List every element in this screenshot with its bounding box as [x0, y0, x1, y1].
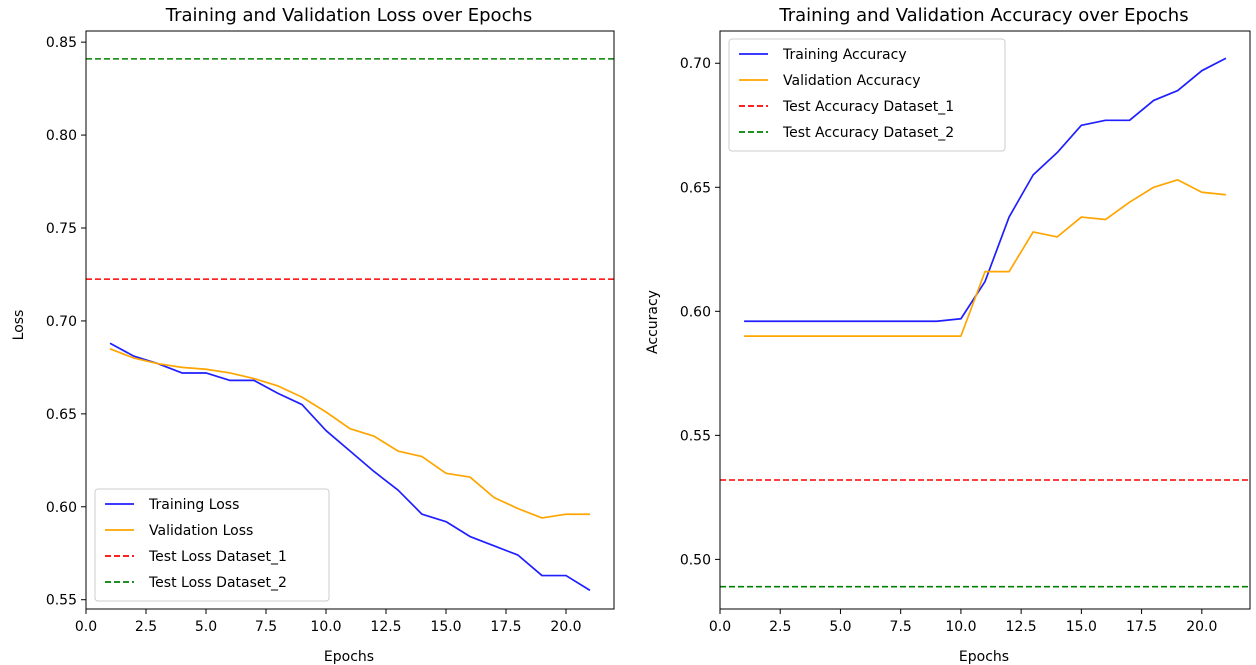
accuracy-legend: Training Accuracy Validation Accuracy Test…	[728, 38, 1006, 152]
loss-y-tick-label: 0.55	[46, 593, 77, 609]
loss-x-tick-label: 2.5	[135, 619, 157, 635]
accuracy-x-tick-label: 7.5	[890, 619, 912, 635]
accuracy-x-tick-label: 0.0	[709, 619, 731, 635]
accuracy-chart: Training and Validation Accuracy over Ep…	[645, 5, 1251, 665]
accuracy-y-tick-label: 0.50	[680, 552, 711, 568]
accuracy-lines	[720, 57, 1250, 588]
loss-x-tick-label: 5.0	[195, 619, 217, 635]
loss-x-tick-label: 15.0	[430, 619, 461, 635]
loss-y-tick-label: 0.80	[46, 128, 77, 144]
loss-legend-label: Test Loss Dataset_1	[148, 549, 287, 565]
loss-x-tick-label: 20.0	[550, 619, 581, 635]
accuracy-legend-label: Test Accuracy Dataset_2	[782, 125, 954, 141]
accuracy-y-tick-label: 0.60	[680, 304, 711, 320]
loss-legend: Training Loss Validation Loss Test Loss Da…	[94, 488, 330, 602]
loss-axes-frame	[85, 30, 615, 610]
accuracy-chart-title: Training and Validation Accuracy over Ep…	[778, 5, 1188, 26]
loss-chart-title: Training and Validation Loss over Epochs	[165, 5, 533, 26]
loss-x-tick-label: 17.5	[490, 619, 521, 635]
accuracy-x-tick-label: 20.0	[1186, 619, 1217, 635]
loss-legend-label: Validation Loss	[149, 523, 253, 539]
accuracy-x-tick-label: 5.0	[829, 619, 851, 635]
loss-x-axis-label: Epochs	[324, 649, 374, 665]
loss-legend-label: Training Loss	[148, 497, 239, 513]
loss-chart: Training and Validation Loss over Epochs…	[11, 5, 615, 665]
accuracy-y-tick-label: 0.55	[680, 428, 711, 444]
accuracy-series-validation	[744, 178, 1226, 337]
accuracy-legend-label: Test Accuracy Dataset_1	[782, 99, 954, 115]
loss-plot-area: 0.0 2.5 5.0 7.5 10.0 12.5 15.0 17.5 20.0 0.55 0.60…	[46, 30, 615, 635]
loss-y-tick-label: 0.60	[46, 500, 77, 516]
loss-x-tick-label: 0.0	[75, 619, 97, 635]
accuracy-x-tick-label: 15.0	[1066, 619, 1097, 635]
loss-legend-label: Test Loss Dataset_2	[148, 575, 287, 591]
accuracy-y-axis-label: Accuracy	[645, 290, 661, 354]
loss-y-tick-label: 0.65	[46, 407, 77, 423]
accuracy-legend-label: Validation Accuracy	[783, 73, 921, 89]
accuracy-x-tick-label: 2.5	[769, 619, 791, 635]
loss-x-tick-label: 7.5	[255, 619, 277, 635]
accuracy-plot-area: 0.0 2.5 5.0 7.5 10.0 12.5 15.0 17.5 20.0 0.50 0.55…	[680, 30, 1251, 635]
loss-y-tick-label: 0.85	[46, 35, 77, 51]
loss-x-tick-label: 12.5	[370, 619, 401, 635]
loss-series-validation	[109, 348, 590, 519]
accuracy-x-axis-label: Epochs	[959, 649, 1009, 665]
loss-y-tick-label: 0.70	[46, 314, 77, 330]
loss-x-tick-label: 10.0	[310, 619, 341, 635]
loss-series-training	[109, 342, 591, 592]
accuracy-legend-label: Training Accuracy	[782, 47, 907, 63]
accuracy-y-tick-label: 0.65	[680, 180, 711, 196]
accuracy-x-tick-label: 10.0	[945, 619, 976, 635]
accuracy-series-training	[744, 57, 1227, 323]
accuracy-x-tick-label: 17.5	[1126, 619, 1157, 635]
loss-legend-box	[94, 488, 330, 602]
accuracy-legend-box	[728, 38, 1006, 152]
accuracy-x-tick-label: 12.5	[1006, 619, 1037, 635]
loss-y-tick-label: 0.75	[46, 221, 77, 237]
accuracy-y-tick-label: 0.70	[680, 56, 711, 72]
loss-lines	[86, 58, 614, 592]
loss-y-axis-label: Loss	[11, 310, 27, 341]
accuracy-axes-frame	[719, 30, 1251, 610]
